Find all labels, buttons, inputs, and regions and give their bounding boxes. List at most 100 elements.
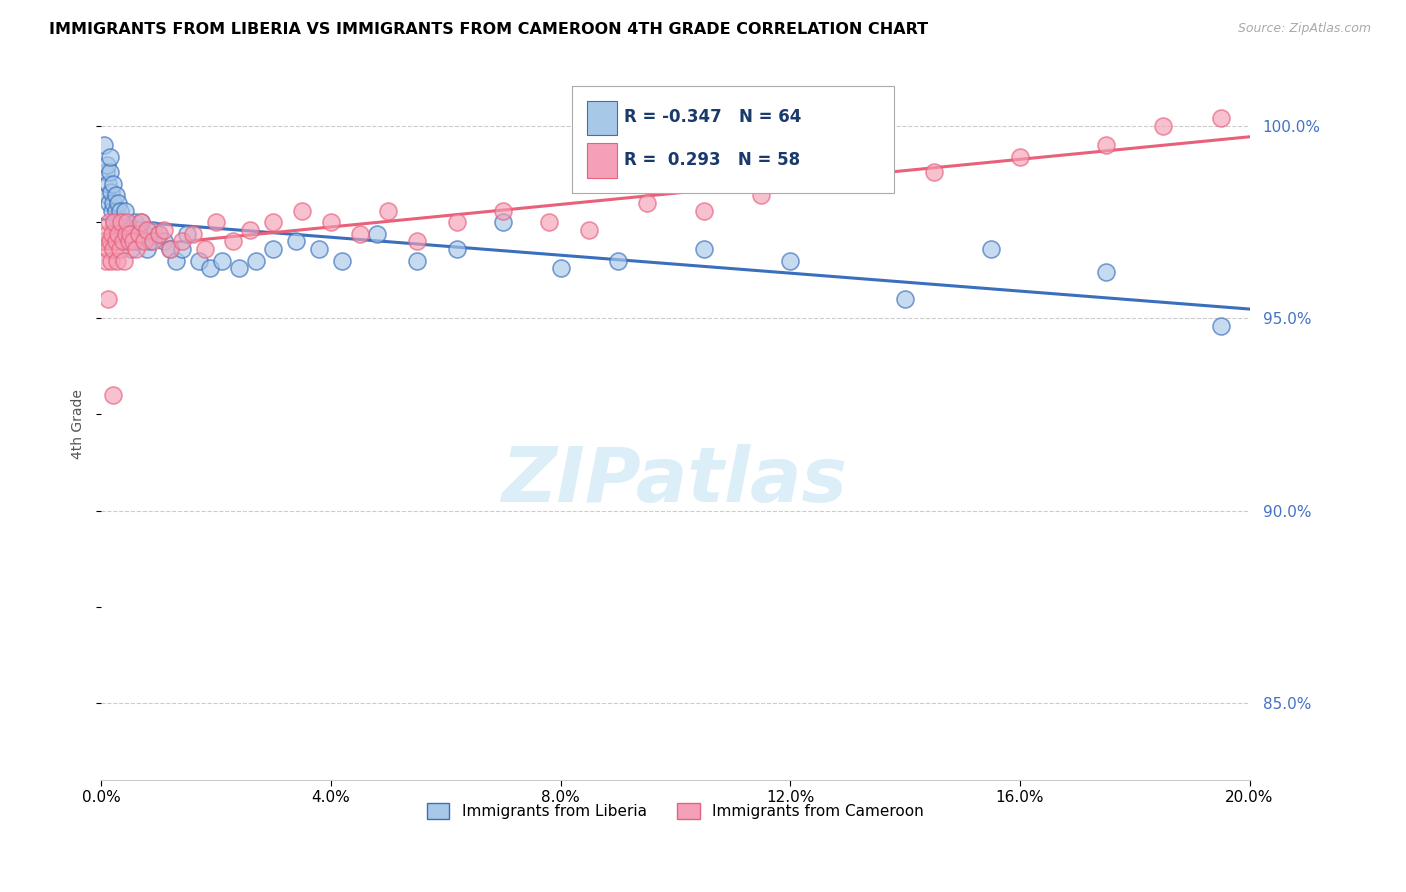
Point xyxy=(96,227,118,241)
Point xyxy=(112,253,135,268)
Point xyxy=(115,227,138,241)
Point xyxy=(170,235,193,249)
Point xyxy=(105,253,128,268)
Point xyxy=(101,196,124,211)
Point xyxy=(136,242,159,256)
Point xyxy=(153,235,176,249)
Point xyxy=(120,242,142,256)
Point xyxy=(607,253,630,268)
Point xyxy=(239,223,262,237)
Point xyxy=(97,177,120,191)
Point xyxy=(118,235,141,249)
Point xyxy=(104,188,127,202)
Point xyxy=(492,215,515,229)
Point xyxy=(142,235,165,249)
Point xyxy=(110,215,132,229)
Point xyxy=(112,215,135,229)
Point xyxy=(406,235,429,249)
Text: R =  0.293   N = 58: R = 0.293 N = 58 xyxy=(624,151,800,169)
Point xyxy=(349,227,371,241)
Point xyxy=(94,165,117,179)
Point xyxy=(366,227,388,241)
Point xyxy=(136,223,159,237)
Point xyxy=(176,227,198,241)
Y-axis label: 4th Grade: 4th Grade xyxy=(72,389,86,459)
Point xyxy=(98,150,121,164)
Point xyxy=(98,235,121,249)
Point xyxy=(103,215,125,229)
Point xyxy=(245,253,267,268)
Point xyxy=(693,203,716,218)
Point xyxy=(693,242,716,256)
Point xyxy=(100,203,122,218)
Point xyxy=(98,165,121,179)
Point xyxy=(170,242,193,256)
Text: IMMIGRANTS FROM LIBERIA VS IMMIGRANTS FROM CAMEROON 4TH GRADE CORRELATION CHART: IMMIGRANTS FROM LIBERIA VS IMMIGRANTS FR… xyxy=(49,22,928,37)
Point xyxy=(142,223,165,237)
Point xyxy=(93,138,115,153)
Point xyxy=(159,242,181,256)
Point xyxy=(187,253,209,268)
Point xyxy=(97,196,120,211)
Point xyxy=(121,235,143,249)
Point xyxy=(1095,265,1118,279)
Point xyxy=(96,158,118,172)
Point xyxy=(100,253,122,268)
Point xyxy=(105,227,128,241)
Point xyxy=(165,253,187,268)
FancyBboxPatch shape xyxy=(572,87,894,193)
Point xyxy=(1209,319,1232,334)
Point xyxy=(1152,119,1174,133)
Point xyxy=(492,203,515,218)
Point xyxy=(285,235,308,249)
FancyBboxPatch shape xyxy=(586,101,617,136)
Point xyxy=(980,242,1002,256)
Point xyxy=(94,253,117,268)
Point xyxy=(139,235,162,249)
Point xyxy=(101,242,124,256)
Point xyxy=(148,227,170,241)
Point xyxy=(751,188,773,202)
Point xyxy=(308,242,330,256)
Point xyxy=(110,235,132,249)
Point xyxy=(131,215,153,229)
Point xyxy=(922,165,945,179)
Point xyxy=(134,235,156,249)
Point xyxy=(124,235,146,249)
Point xyxy=(377,203,399,218)
Point xyxy=(108,223,131,237)
Point xyxy=(200,261,222,276)
Point xyxy=(115,235,138,249)
Point xyxy=(107,227,129,241)
Point xyxy=(104,235,127,249)
Point xyxy=(205,215,228,229)
Point xyxy=(550,261,572,276)
Point xyxy=(97,242,120,256)
Point xyxy=(124,215,146,229)
Point xyxy=(97,292,120,306)
Point xyxy=(96,188,118,202)
Point xyxy=(211,253,233,268)
Point xyxy=(128,227,150,241)
Point xyxy=(103,215,125,229)
Point xyxy=(894,292,917,306)
Point xyxy=(291,203,314,218)
Point xyxy=(228,261,250,276)
Point xyxy=(222,235,245,249)
Legend: Immigrants from Liberia, Immigrants from Cameroon: Immigrants from Liberia, Immigrants from… xyxy=(420,797,931,825)
Point xyxy=(193,242,215,256)
Point xyxy=(779,253,801,268)
Point xyxy=(124,242,146,256)
Point xyxy=(101,177,124,191)
Point xyxy=(131,215,153,229)
Point xyxy=(108,242,131,256)
Point xyxy=(262,215,284,229)
Point xyxy=(112,235,135,249)
Point xyxy=(837,177,859,191)
Point xyxy=(153,223,176,237)
Point xyxy=(406,253,429,268)
Point xyxy=(538,215,561,229)
Point xyxy=(107,215,129,229)
Point xyxy=(93,235,115,249)
Point xyxy=(578,223,600,237)
